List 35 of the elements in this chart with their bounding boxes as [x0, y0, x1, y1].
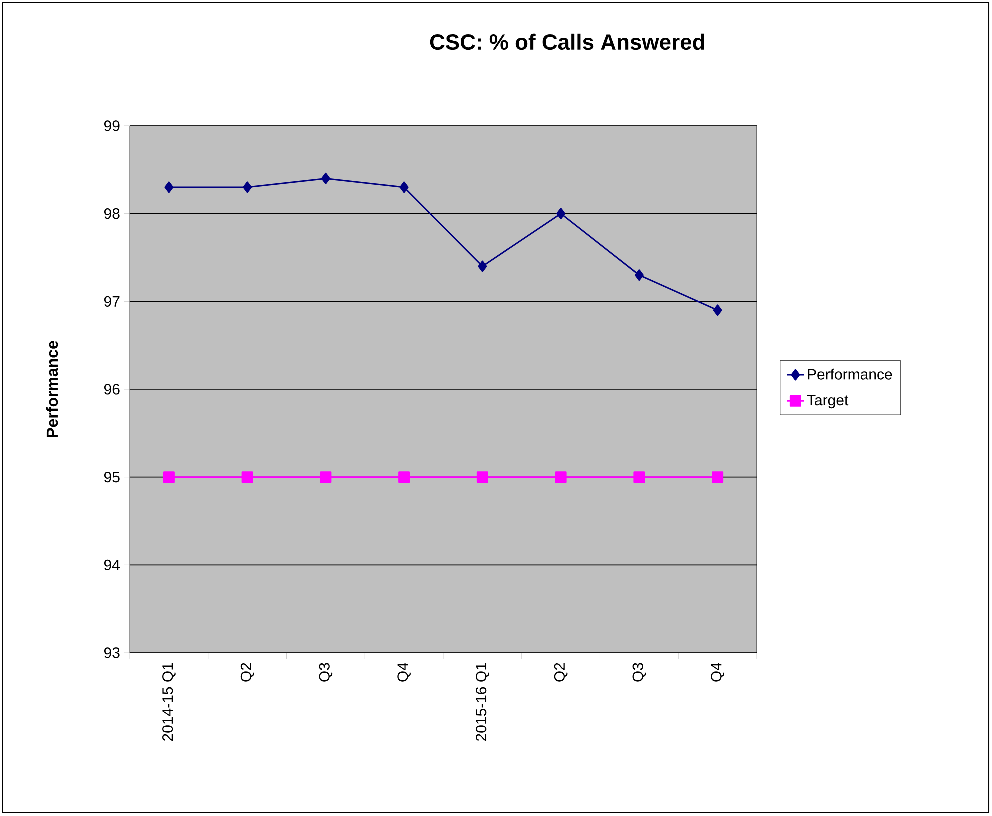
point [476, 472, 488, 484]
legend-label: Performance [808, 368, 892, 380]
point [712, 472, 724, 484]
x-tick-label: Q4 [711, 662, 724, 682]
y-tick-label: 97 [104, 296, 120, 307]
y-tick-label: 99 [104, 120, 120, 132]
point [243, 182, 252, 194]
x-tick-label: Q2 [240, 663, 254, 682]
point [634, 270, 644, 282]
y-tick-label: 93 [104, 648, 120, 658]
point [321, 172, 330, 184]
x-tick-label: Q2 [554, 663, 568, 682]
point [556, 208, 566, 220]
point [320, 472, 332, 484]
y-tick-label: 96 [104, 384, 120, 395]
y-tick-label: 98 [104, 208, 120, 220]
chart-title: CSC: % of Calls Answered [430, 34, 704, 50]
x-tick-label: Q3 [632, 663, 646, 682]
point [634, 472, 646, 484]
y-tick-label: 94 [104, 560, 120, 570]
x-tick-label: Q3 [319, 663, 333, 682]
point [400, 182, 409, 194]
point [398, 472, 410, 484]
legend-label: Target [807, 395, 849, 409]
x-tick-label: 2014-15 Q1 [162, 663, 176, 742]
point [555, 472, 567, 484]
point [163, 472, 175, 484]
point [164, 182, 174, 194]
point [242, 472, 254, 484]
x-tick-label: Q4 [398, 662, 411, 682]
y-axis-title: Performance [46, 341, 58, 438]
y-tick-label: 95 [104, 472, 120, 483]
x-tick-label: 2015-16 Q1 [476, 663, 490, 742]
point [713, 304, 722, 316]
point [478, 260, 488, 272]
